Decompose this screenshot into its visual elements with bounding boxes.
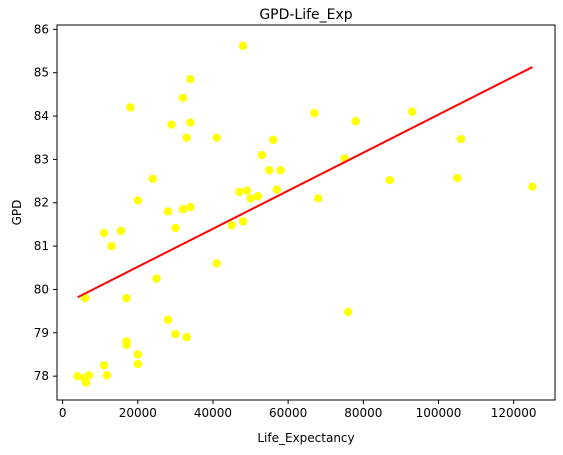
y-tick-label: 79 <box>34 326 49 340</box>
scatter-point <box>276 166 285 175</box>
scatter-point <box>133 350 143 359</box>
scatter-point <box>171 329 180 339</box>
x-tick-label: 60000 <box>269 406 307 420</box>
x-tick-label: 80000 <box>344 406 382 420</box>
scatter-point <box>182 332 191 342</box>
scatter-point <box>99 361 109 370</box>
scatter-point <box>178 205 188 214</box>
scatter-point <box>265 166 274 175</box>
scatter-point <box>344 307 353 317</box>
scatter-point <box>99 228 109 238</box>
scatter-point <box>152 274 161 283</box>
axes-frame <box>56 24 556 401</box>
scatter-point <box>163 315 173 324</box>
scatter-point <box>235 187 244 197</box>
x-tick-label: 20000 <box>119 406 157 420</box>
scatter-point <box>186 118 195 127</box>
x-tick-label: 120000 <box>491 406 537 420</box>
scatter-point <box>212 133 221 142</box>
y-tick-label: 81 <box>34 239 49 253</box>
scatter-point <box>80 293 90 303</box>
y-tick-label: 82 <box>34 196 49 210</box>
x-axis-label: Life_Expectancy <box>257 431 354 445</box>
x-axis-ticks: 0 20000 40000 60000 80000 100000 120000 <box>59 400 537 420</box>
scatter-point <box>212 259 221 268</box>
scatter-point <box>238 41 248 51</box>
x-tick-label: 40000 <box>194 406 232 420</box>
y-tick-label: 78 <box>34 369 49 383</box>
scatter-point <box>133 359 143 369</box>
scatter-point <box>314 194 323 203</box>
scatter-point <box>107 241 116 251</box>
scatter-point <box>102 371 112 380</box>
y-axis-label: GPD <box>10 200 24 226</box>
scatter-point <box>257 150 267 160</box>
regression-line <box>77 66 533 299</box>
scatter-point <box>528 182 537 191</box>
scatter-point <box>167 120 176 129</box>
scatter-point <box>182 133 191 142</box>
scatter-point <box>148 174 158 184</box>
x-tick-label: 100000 <box>416 406 462 420</box>
y-tick-label: 85 <box>34 66 49 80</box>
scatter-point <box>456 134 466 144</box>
scatter-point <box>116 226 126 236</box>
y-tick-label: 83 <box>34 152 49 166</box>
scatter-point <box>84 371 94 380</box>
scatter-point <box>133 196 143 205</box>
scatter-point <box>171 223 180 233</box>
y-tick-label: 84 <box>34 109 49 123</box>
scatter-point <box>122 293 131 303</box>
scatter-point <box>453 173 462 183</box>
scatter-point <box>351 117 360 126</box>
scatter-point <box>272 185 282 194</box>
scatter-point <box>126 103 135 112</box>
scatter-point <box>178 93 188 103</box>
scatter-point <box>310 108 319 118</box>
scatter-point <box>238 217 248 226</box>
scatter-point <box>407 107 417 116</box>
y-tick-label: 86 <box>34 22 49 36</box>
scatter-point <box>253 192 263 201</box>
scatter-point <box>186 74 195 84</box>
scatter-point <box>246 194 255 203</box>
scatter-point <box>81 378 91 387</box>
scatter-point <box>242 186 252 195</box>
chart-title: GPD-Life_Exp <box>259 7 352 23</box>
scatter-point <box>122 340 131 350</box>
scatter-point <box>163 207 173 216</box>
scatter-point <box>186 202 195 212</box>
scatter-point <box>73 371 82 381</box>
plot-area <box>73 41 537 387</box>
scatter-point <box>227 221 236 230</box>
scatter-point <box>268 135 278 145</box>
y-tick-label: 80 <box>34 282 49 296</box>
scatter-point <box>385 176 394 185</box>
x-tick-label: 0 <box>59 406 67 420</box>
y-axis-ticks: 78 79 80 81 82 83 84 85 86 <box>34 22 57 383</box>
